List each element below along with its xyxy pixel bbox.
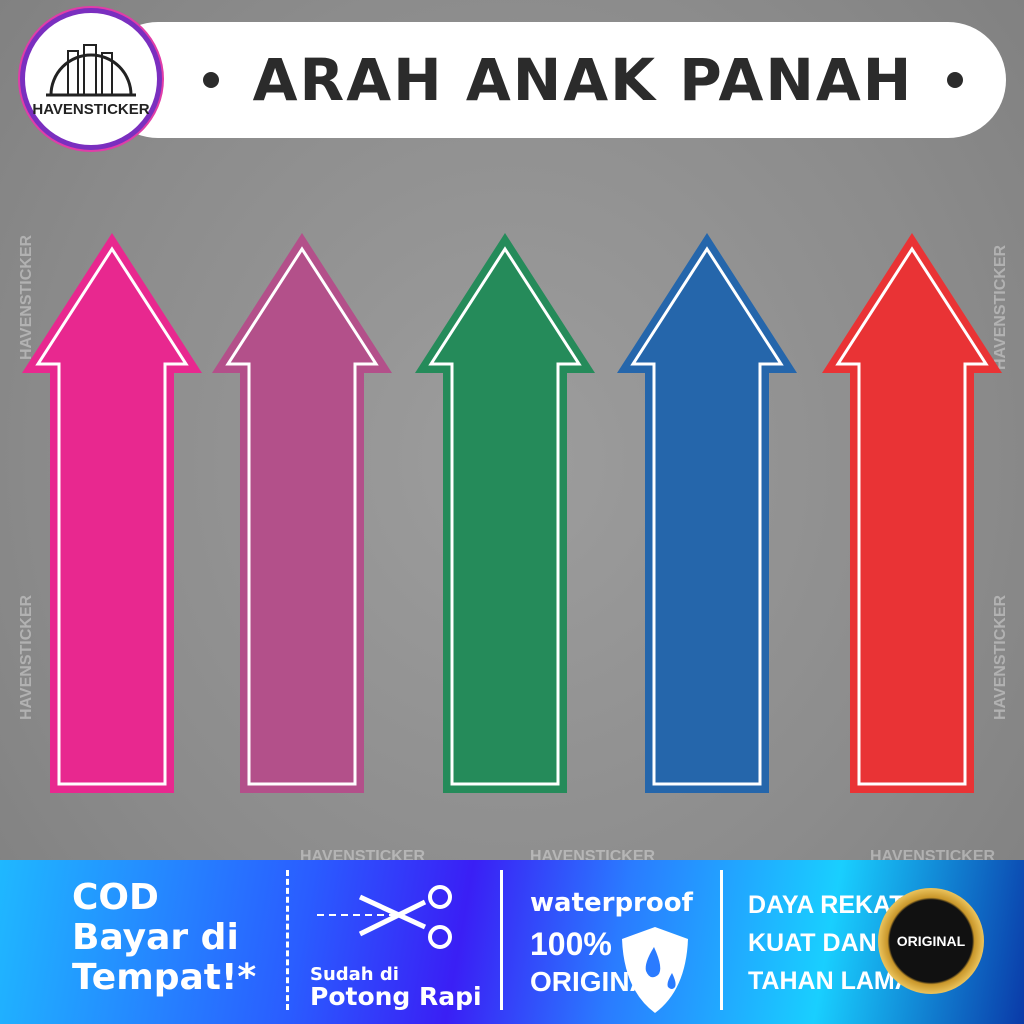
title-banner [100,22,1006,138]
page-title: ARAH ANAK PANAH [160,22,1006,138]
cod-text: COD Bayar di Tempat!* [72,877,257,998]
building-icon [46,43,136,96]
bullet-dot [202,72,219,88]
waterproof-percent: 100% [530,926,612,962]
feature-banner: COD Bayar di Tempat!* Sudah di Potong Rapi… [0,860,1024,1024]
adhesive-text: DAYA REKAT KUAT DAN TAHAN LAMA [748,891,913,995]
brand-logo: HAVENSTICKER [20,8,162,150]
scissors-icon [317,885,452,949]
arrow-purple [212,233,392,793]
arrow-blue [617,233,797,793]
water-shield-icon [622,927,688,1013]
waterproof-label: waterproof [530,888,693,918]
title-text: ARAH ANAK PANAH [252,46,914,114]
arrow-pink [22,233,202,793]
arrow-red [822,233,1002,793]
cut-title: Potong Rapi [310,982,482,1011]
divider [500,870,503,1010]
arrow-green [415,233,595,793]
logo-text: HAVENSTICKER [32,100,150,118]
cut-label: Sudah di [310,964,399,985]
divider [286,870,289,1010]
divider [720,870,723,1010]
bullet-dot [947,72,964,88]
original-badge: ORIGINAL [878,888,984,994]
